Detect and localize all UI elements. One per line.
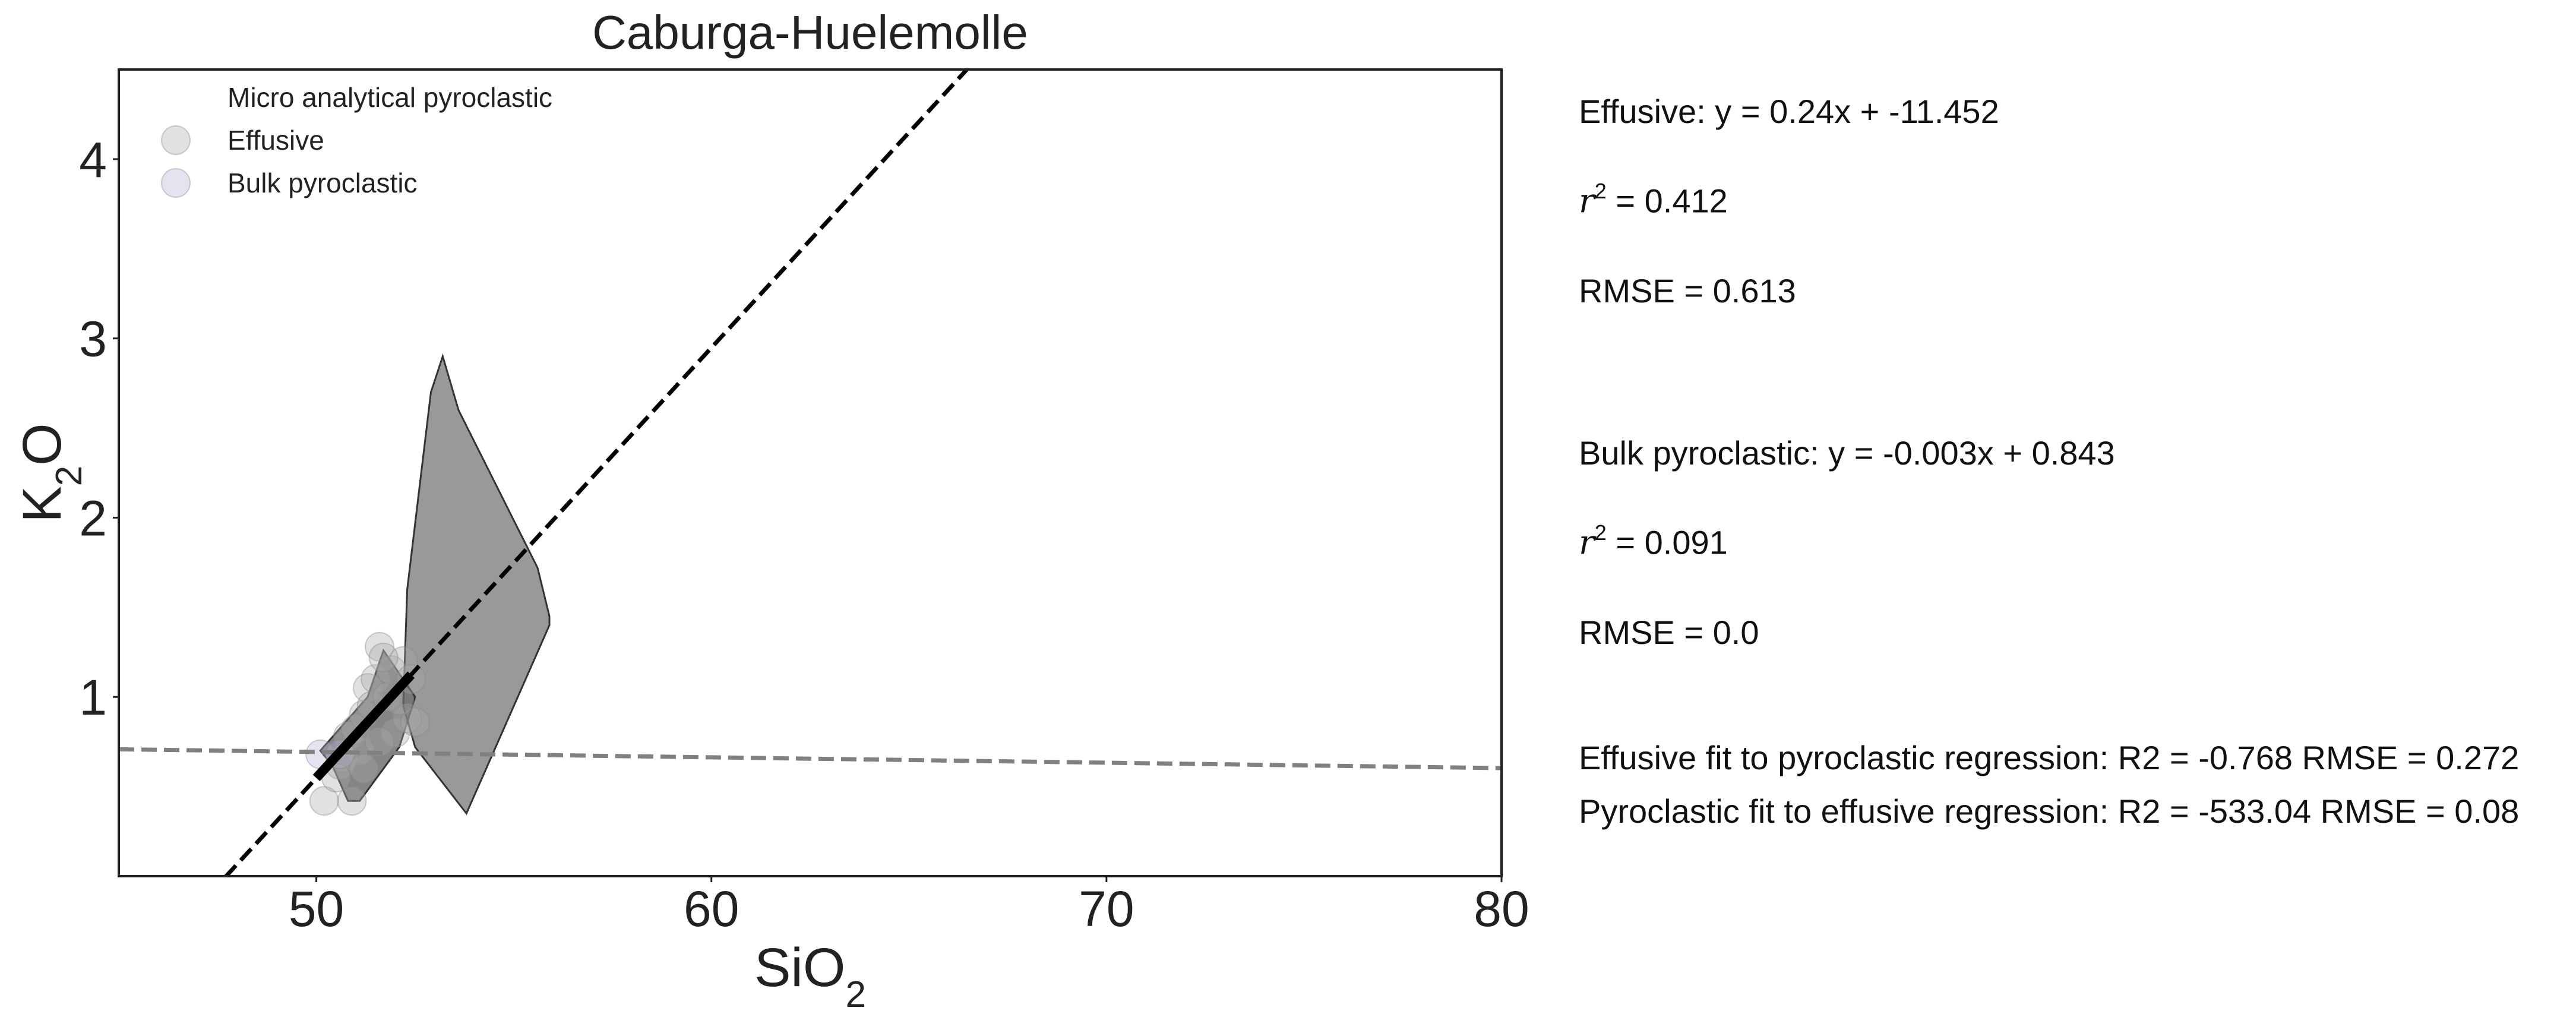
point-effusive <box>364 631 394 662</box>
plot-frame <box>118 68 1503 877</box>
point-effusive <box>353 673 383 703</box>
x-tick-label: 60 <box>684 881 739 937</box>
legend-label: Effusive <box>227 125 324 156</box>
point-effusive <box>376 655 406 685</box>
point-effusive <box>337 786 367 816</box>
axes: 50 60 70 80 1 2 3 4 SiO2 K2O <box>12 132 1529 1014</box>
legend-label: Micro analytical pyroclastic <box>227 82 552 113</box>
legend-marker <box>161 125 191 155</box>
chart-title: Caburga-Huelemolle <box>592 6 1028 59</box>
fit-line-effusive-trend <box>312 671 415 782</box>
effusive-r2-value: = 0.412 <box>1606 182 1728 220</box>
y-axis-label: K2O <box>12 423 90 522</box>
legend-label: Bulk pyroclastic <box>227 168 418 198</box>
bulk-r2: r2 = 0.091 <box>1579 520 1728 563</box>
point-effusive <box>309 786 339 816</box>
legend-marker <box>161 168 191 198</box>
r2-symbol: r <box>1579 182 1595 221</box>
point-effusive <box>361 664 391 694</box>
effusive-r2: r2 = 0.412 <box>1579 179 1728 221</box>
point-effusive <box>364 726 394 757</box>
r2-exponent: 2 <box>1594 179 1607 203</box>
effusive-rmse: RMSE = 0.613 <box>1579 272 1796 309</box>
fit-line-bulk-pyroclastic <box>119 747 1502 770</box>
r2-symbol: r <box>1579 523 1595 563</box>
effusive-equation: Effusive: y = 0.24x + -11.452 <box>1579 93 1999 130</box>
y-tick-label: 2 <box>79 490 107 546</box>
y-tick-label: 4 <box>79 132 107 188</box>
x-axis-label: SiO2 <box>754 937 866 1014</box>
y-tick-label: 3 <box>79 311 107 367</box>
r2-exponent: 2 <box>1594 520 1607 545</box>
x-tick-label: 70 <box>1079 881 1134 937</box>
bulk-r2-value: = 0.091 <box>1606 523 1728 561</box>
hull-micro-analytical-pyroclastic <box>402 353 551 816</box>
point-effusive <box>400 707 430 737</box>
y-tick-label: 1 <box>79 669 107 725</box>
bulk-rmse: RMSE = 0.0 <box>1579 614 1759 651</box>
point-effusive <box>392 703 422 734</box>
point-effusive <box>368 642 399 672</box>
cross-fit-pyroclastic: Pyroclastic fit to effusive regression: … <box>1579 792 2520 830</box>
point-effusive <box>349 753 379 784</box>
cross-fit-effusive: Effusive fit to pyroclastic regression: … <box>1579 739 2520 776</box>
bulk-equation: Bulk pyroclastic: y = -0.003x + 0.843 <box>1579 434 2115 472</box>
x-tick-label: 50 <box>289 881 344 937</box>
point-effusive <box>380 718 410 748</box>
legend: Micro analytical pyroclastic Effusive Bulk… <box>161 82 552 198</box>
x-tick-label: 80 <box>1474 881 1529 937</box>
plot-area <box>119 70 1502 876</box>
point-effusive <box>388 646 418 676</box>
